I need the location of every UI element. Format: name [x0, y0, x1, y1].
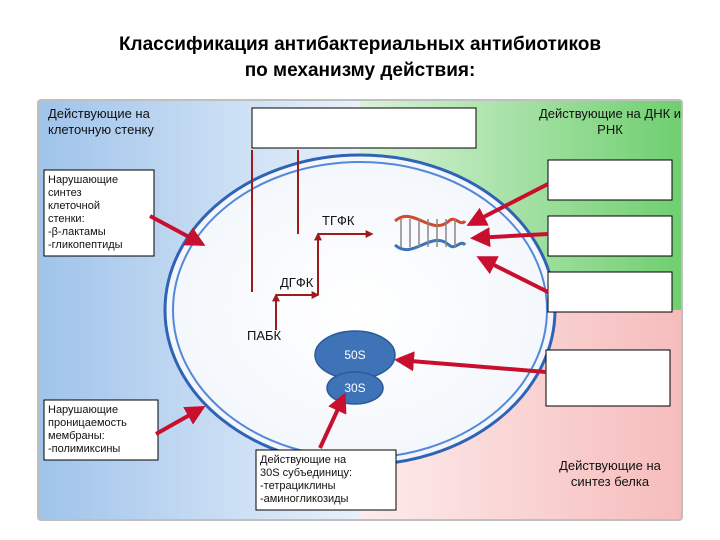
- empty-box-r3: [548, 272, 672, 312]
- empty-box-r1: [548, 160, 672, 200]
- svg-text:ПАБК: ПАБК: [247, 328, 282, 343]
- cell-membrane: [165, 155, 555, 465]
- svg-text:-гликопептиды: -гликопептиды: [48, 239, 123, 251]
- svg-text:по механизму действия:: по механизму действия:: [245, 60, 476, 81]
- svg-text:РНК: РНК: [597, 122, 623, 137]
- svg-text:Нарушающие: Нарушающие: [48, 174, 118, 186]
- empty-box-top: [252, 108, 476, 148]
- diagram-title: Классификация антибактериальных антибиот…: [119, 34, 601, 81]
- svg-text:стенки:: стенки:: [48, 213, 85, 225]
- svg-text:Действующие на ДНК и: Действующие на ДНК и: [539, 106, 681, 121]
- box-30s-subunit: Действующие на30S субъединицу:-тетрацикл…: [256, 450, 396, 510]
- box-cell-wall-synth: Нарушающиесинтезклеточнойстенки:-β-лакта…: [44, 170, 154, 256]
- svg-text:клеточную стенку: клеточную стенку: [48, 122, 154, 137]
- svg-text:клеточной: клеточной: [48, 200, 100, 212]
- svg-text:-аминогликозиды: -аминогликозиды: [260, 493, 349, 505]
- svg-text:Классификация антибактериальны: Классификация антибактериальных антибиот…: [119, 34, 601, 55]
- svg-text:проницаемость: проницаемость: [48, 417, 127, 429]
- empty-box-r2: [548, 216, 672, 256]
- svg-text:Действующие на: Действующие на: [260, 454, 347, 466]
- svg-text:50S: 50S: [344, 348, 365, 362]
- label-cell-wall: Действующие наклеточную стенку: [48, 106, 154, 137]
- svg-text:30S субъединицу:: 30S субъединицу:: [260, 467, 352, 479]
- svg-text:Нарушающие: Нарушающие: [48, 404, 118, 416]
- svg-text:синтез: синтез: [48, 187, 82, 199]
- svg-text:Действующие на: Действующие на: [559, 458, 662, 473]
- label-protein: Действующие насинтез белка: [559, 458, 662, 489]
- svg-text:ДГФК: ДГФК: [280, 275, 314, 290]
- svg-text:мембраны:: мембраны:: [48, 430, 105, 442]
- svg-text:Действующие на: Действующие на: [48, 106, 151, 121]
- svg-text:ТГФК: ТГФК: [322, 213, 355, 228]
- svg-text:30S: 30S: [344, 381, 365, 395]
- svg-text:синтез белка: синтез белка: [571, 474, 650, 489]
- svg-text:-полимиксины: -полимиксины: [48, 443, 120, 455]
- empty-box-br: [546, 350, 670, 406]
- box-membrane-perm: Нарушающиепроницаемостьмембраны:-полимик…: [44, 400, 158, 460]
- svg-text:-тетрациклины: -тетрациклины: [260, 480, 336, 492]
- svg-text:-β-лактамы: -β-лактамы: [48, 226, 106, 238]
